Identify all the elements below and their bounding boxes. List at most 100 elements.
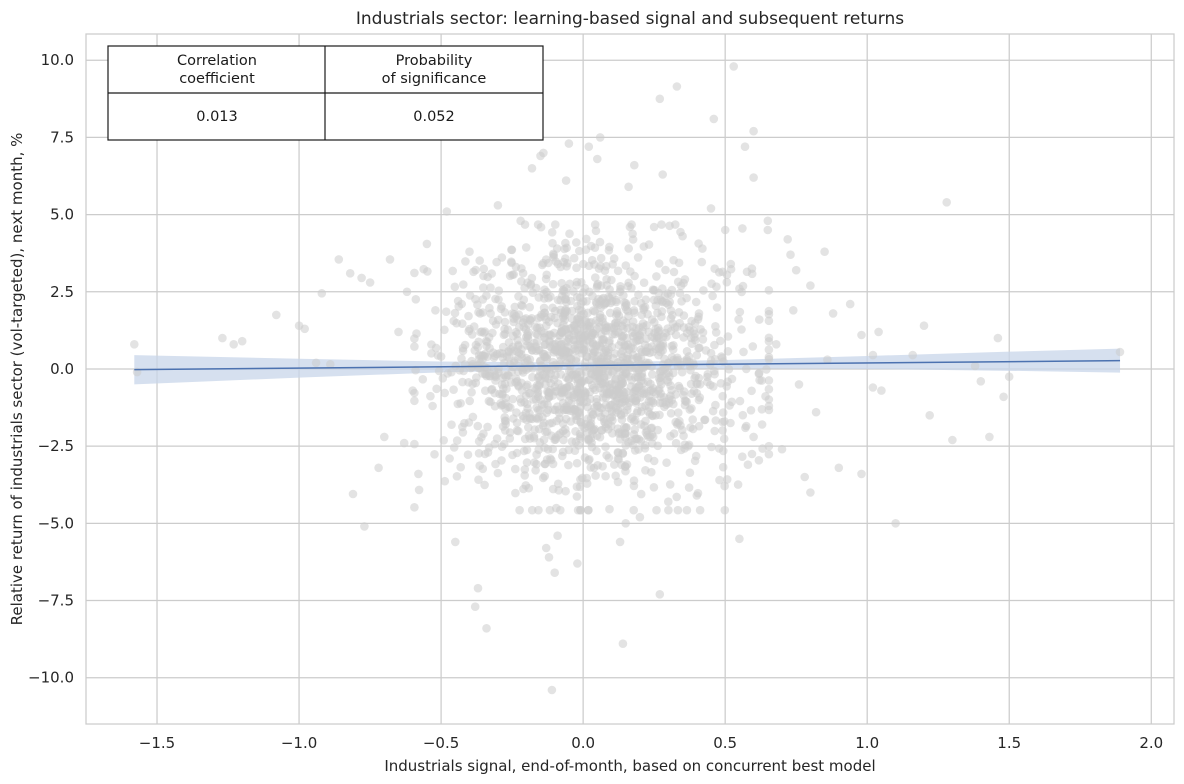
scatter-point bbox=[735, 284, 744, 294]
scatter-point bbox=[445, 454, 454, 463]
scatter-point bbox=[575, 397, 584, 407]
scatter-point bbox=[649, 222, 659, 232]
scatter-point bbox=[700, 415, 710, 425]
scatter-point bbox=[535, 375, 545, 385]
scatter-point bbox=[540, 352, 549, 362]
scatter-point bbox=[541, 543, 551, 553]
scatter-point bbox=[592, 299, 602, 309]
scatter-point bbox=[442, 207, 452, 216]
scatter-point bbox=[649, 483, 659, 492]
scatter-point bbox=[464, 378, 473, 387]
scatter-point bbox=[564, 353, 573, 362]
x-tick-labels: −1.5 −1.0 −0.5 0.0 0.5 1.0 1.5 2.0 bbox=[139, 734, 1163, 752]
scatter-point bbox=[834, 463, 844, 473]
scatter-point bbox=[547, 228, 557, 237]
scatter-point bbox=[720, 505, 730, 515]
scatter-point bbox=[610, 318, 620, 328]
scatter-point bbox=[578, 297, 588, 306]
scatter-point bbox=[441, 307, 451, 317]
scatter-point bbox=[617, 373, 626, 383]
scatter-point bbox=[629, 505, 638, 515]
scatter-point bbox=[613, 266, 623, 276]
x-tick-label: 1.0 bbox=[855, 734, 879, 752]
scatter-point bbox=[694, 309, 704, 318]
scatter-point bbox=[690, 456, 700, 466]
scatter-point bbox=[874, 327, 883, 337]
scatter-point bbox=[764, 401, 774, 411]
x-tick-label: 0.0 bbox=[571, 734, 595, 752]
scatter-point bbox=[591, 226, 601, 236]
scatter-point bbox=[763, 225, 773, 235]
scatter-point bbox=[720, 481, 729, 491]
scatter-point bbox=[562, 401, 571, 411]
scatter-point bbox=[440, 476, 450, 486]
scatter-point bbox=[621, 519, 630, 528]
scatter-point bbox=[525, 302, 534, 312]
scatter-point bbox=[218, 333, 227, 343]
scatter-point bbox=[431, 343, 441, 353]
scatter-point bbox=[648, 370, 657, 379]
scatter-point bbox=[418, 375, 428, 384]
scatter-point bbox=[595, 322, 604, 332]
scatter-point bbox=[619, 394, 628, 404]
scatter-point bbox=[591, 471, 600, 480]
scatter-point bbox=[519, 295, 529, 305]
scatter-point bbox=[570, 322, 580, 332]
scatter-point bbox=[595, 383, 604, 393]
scatter-point bbox=[919, 321, 929, 331]
scatter-point bbox=[985, 432, 994, 442]
scatter-point bbox=[410, 342, 419, 351]
scatter-point bbox=[993, 333, 1003, 343]
scatter-point bbox=[682, 505, 692, 515]
scatter-point bbox=[908, 350, 917, 360]
scatter-point bbox=[518, 318, 528, 327]
scatter-point bbox=[532, 459, 541, 469]
scatter-point bbox=[460, 360, 470, 369]
scatter-point bbox=[665, 480, 675, 489]
scatter-point bbox=[723, 347, 733, 356]
scatter-point bbox=[514, 382, 523, 391]
scatter-point bbox=[334, 255, 344, 264]
scatter-point bbox=[452, 472, 462, 481]
scatter-point bbox=[678, 425, 687, 435]
scatter-point bbox=[649, 295, 659, 305]
scatter-point bbox=[641, 440, 650, 450]
scatter-point bbox=[422, 239, 432, 249]
scatter-point bbox=[317, 289, 327, 298]
scatter-point bbox=[764, 309, 774, 319]
scatter-point bbox=[500, 308, 510, 317]
scatter-point bbox=[602, 275, 611, 284]
scatter-point bbox=[548, 340, 558, 349]
scatter-point bbox=[674, 308, 684, 317]
scatter-point bbox=[605, 504, 614, 514]
scatter-point bbox=[569, 390, 579, 400]
y-axis-title: Relative return of industrials sector (v… bbox=[8, 133, 26, 626]
scatter-point bbox=[565, 279, 575, 289]
scatter-point bbox=[582, 324, 592, 333]
scatter-point bbox=[438, 374, 448, 383]
scatter-point bbox=[525, 388, 535, 398]
scatter-point bbox=[868, 350, 878, 360]
scatter-point bbox=[712, 303, 722, 312]
scatter-point bbox=[733, 480, 743, 489]
scatter-point bbox=[629, 481, 639, 491]
scatter-point bbox=[426, 391, 435, 401]
scatter-point bbox=[655, 94, 665, 104]
y-tick-label: −5.0 bbox=[38, 514, 74, 532]
scatter-point bbox=[544, 366, 554, 376]
scatter-point bbox=[541, 427, 550, 437]
scatter-point bbox=[516, 398, 526, 407]
x-tick-label: 1.5 bbox=[997, 734, 1021, 752]
scatter-point bbox=[654, 288, 663, 298]
scatter-point bbox=[582, 234, 591, 244]
scatter-point bbox=[617, 429, 627, 439]
scatter-point bbox=[558, 447, 568, 457]
scatter-point bbox=[628, 235, 638, 244]
scatter-point bbox=[541, 255, 551, 264]
scatter-point bbox=[674, 408, 683, 418]
scatter-point bbox=[695, 505, 705, 515]
scatter-point bbox=[551, 435, 560, 444]
scatter-point bbox=[604, 453, 614, 463]
scatter-point bbox=[658, 398, 667, 408]
scatter-point bbox=[500, 413, 510, 422]
